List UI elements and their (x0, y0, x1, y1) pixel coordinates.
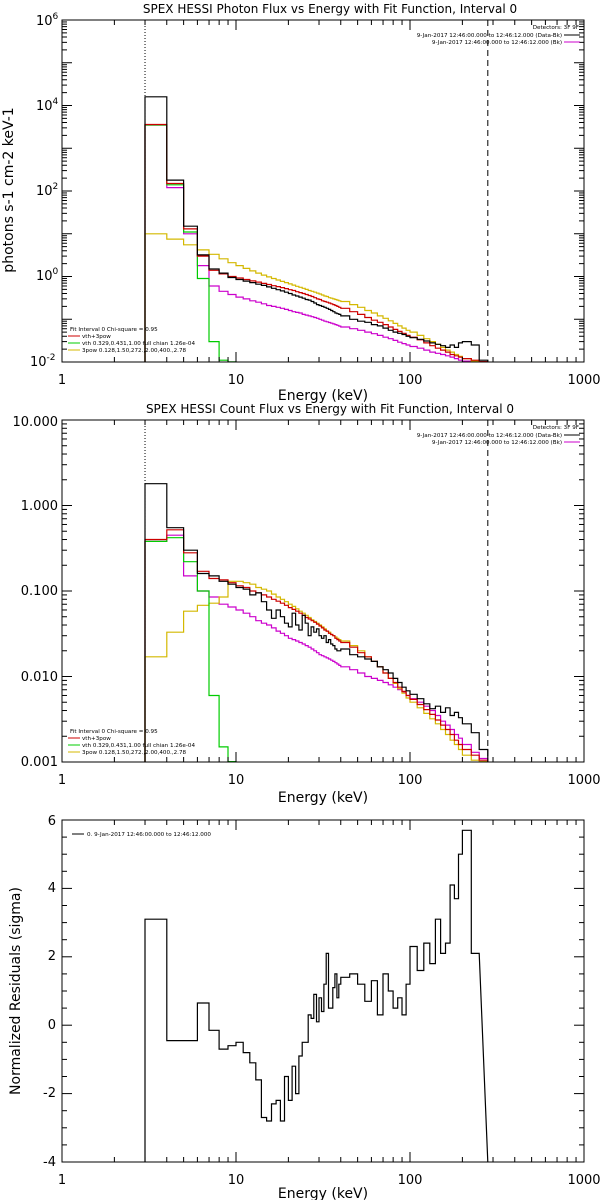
series-line-data-bk (144, 96, 489, 362)
count-fit-info: Fit Interval 0 Chi-square = 0.95 (70, 729, 158, 735)
residuals-x-tick-label: 1000 (567, 1173, 600, 1188)
residuals-x-axis-label: Energy (keV) (278, 1186, 368, 1200)
residuals-x-tick-label: 100 (398, 1173, 423, 1188)
photon-x-tick-label: 1 (58, 373, 66, 388)
count-flux-panel: SPEX HESSI Count Flux vs Energy with Fit… (13, 402, 600, 806)
series-line-bk (144, 124, 489, 362)
series-line-bk (144, 534, 489, 762)
residuals-y-tick-label: 0 (48, 1018, 56, 1033)
photon-y-axis-label: photons s-1 cm-2 keV-1 (1, 107, 17, 272)
count-y-tick-label: 0.100 (21, 584, 58, 599)
photon-x-axis-label: Energy (keV) (278, 388, 368, 404)
photon-plot-frame (61, 19, 585, 363)
photon-plot-area (144, 20, 489, 362)
series-line-residuals (144, 829, 489, 1162)
count-plot-area (144, 420, 489, 762)
count-legend-detectors: Detectors: 3F 9F (533, 425, 579, 431)
series-line-data-bk (144, 483, 489, 762)
residuals-panel: 1 10 100 1000 Energy (keV) -4 -2 0 2 4 6… (8, 814, 600, 1200)
count-axis-ticks (61, 419, 584, 763)
count-legend-entry-vth: vth 0.329,0.431,1.00 full chian 1.26e-04 (82, 743, 195, 749)
residuals-y-tick-label: -4 (43, 1155, 56, 1170)
photon-legend-entry-data: 9-Jan-2017 12:46:00.000 to 12:46:12.000 … (417, 33, 562, 39)
count-y-tick-label: 0.010 (21, 670, 58, 685)
photon-x-tick-label: 10 (228, 373, 245, 388)
photon-fit-info: Fit Interval 0 Chi-square = 0.95 (70, 327, 158, 333)
count-y-tick-label: 10.000 (13, 415, 59, 430)
count-legend-entry-3pow: 3pow 0.128,1.50,272.,2.00,400.,2.78 (82, 750, 187, 756)
residuals-axis-ticks (61, 819, 584, 1163)
photon-legend-detectors: Detectors: 3F 9F (533, 25, 579, 31)
photon-legend-entry-3pow: 3pow 0.128,1.50,272.,2.00,400.,2.78 (82, 348, 187, 354)
residuals-y-tick-label: 6 (48, 814, 56, 829)
count-y-tick-label: 0.001 (21, 755, 58, 770)
count-plot-frame (61, 419, 585, 763)
residuals-y-tick-label: 4 (48, 881, 56, 896)
count-x-tick-label: 1 (58, 773, 66, 788)
count-legend-entry-data: 9-Jan-2017 12:46:00.000 to 12:46:12.000 … (417, 433, 562, 439)
photon-y-tick-label: 104 (36, 97, 59, 114)
photon-y-tick-label: 100 (36, 267, 59, 284)
residuals-plot-area (144, 829, 489, 1162)
series-line-3pow (144, 580, 489, 762)
count-y-tick-label: 1.000 (21, 499, 58, 514)
count-x-tick-label: 1000 (567, 773, 600, 788)
photon-legend-entry-bk: 9-Jan-2017 12:46:00.000 to 12:46:12.000 … (432, 40, 562, 46)
count-x-tick-label: 100 (398, 773, 423, 788)
count-x-axis-label: Energy (keV) (278, 790, 368, 806)
count-chart-title: SPEX HESSI Count Flux vs Energy with Fit… (146, 402, 514, 416)
residuals-x-tick-label: 1 (58, 1173, 66, 1188)
photon-legend-entry-vth-3pow: vth+3pow (82, 334, 111, 340)
photon-y-tick-label: 10-2 (30, 353, 56, 370)
count-x-tick-label: 10 (228, 773, 245, 788)
photon-chart-title: SPEX HESSI Photon Flux vs Energy with Fi… (143, 2, 517, 16)
count-legend-entry-vth-3pow: vth+3pow (82, 736, 111, 742)
residuals-y-axis-label: Normalized Residuals (sigma) (8, 887, 24, 1095)
photon-x-tick-label: 100 (398, 373, 423, 388)
photon-axis-ticks (61, 19, 584, 363)
photon-x-tick-label: 1000 (567, 373, 600, 388)
photon-y-tick-label: 106 (36, 12, 59, 29)
residuals-y-tick-label: 2 (48, 949, 56, 964)
residuals-y-tick-label: -2 (43, 1086, 56, 1101)
count-legend-entry-bk: 9-Jan-2017 12:46:00.000 to 12:46:12.000 … (432, 440, 562, 446)
photon-y-tick-label: 102 (36, 182, 58, 199)
residuals-plot-frame (61, 819, 585, 1163)
series-line-3pow (144, 233, 489, 362)
residuals-legend-entry: 0. 9-Jan-2017 12:46:00.000 to 12:46:12.0… (87, 832, 211, 838)
photon-flux-panel: SPEX HESSI Photon Flux vs Energy with Fi… (1, 2, 600, 404)
photon-legend-entry-vth: vth 0.329,0.431,1.00 full chian 1.26e-04 (82, 341, 195, 347)
residuals-x-tick-label: 10 (228, 1173, 245, 1188)
series-line-vth (144, 537, 237, 762)
series-line-vth-3pow (144, 529, 489, 762)
